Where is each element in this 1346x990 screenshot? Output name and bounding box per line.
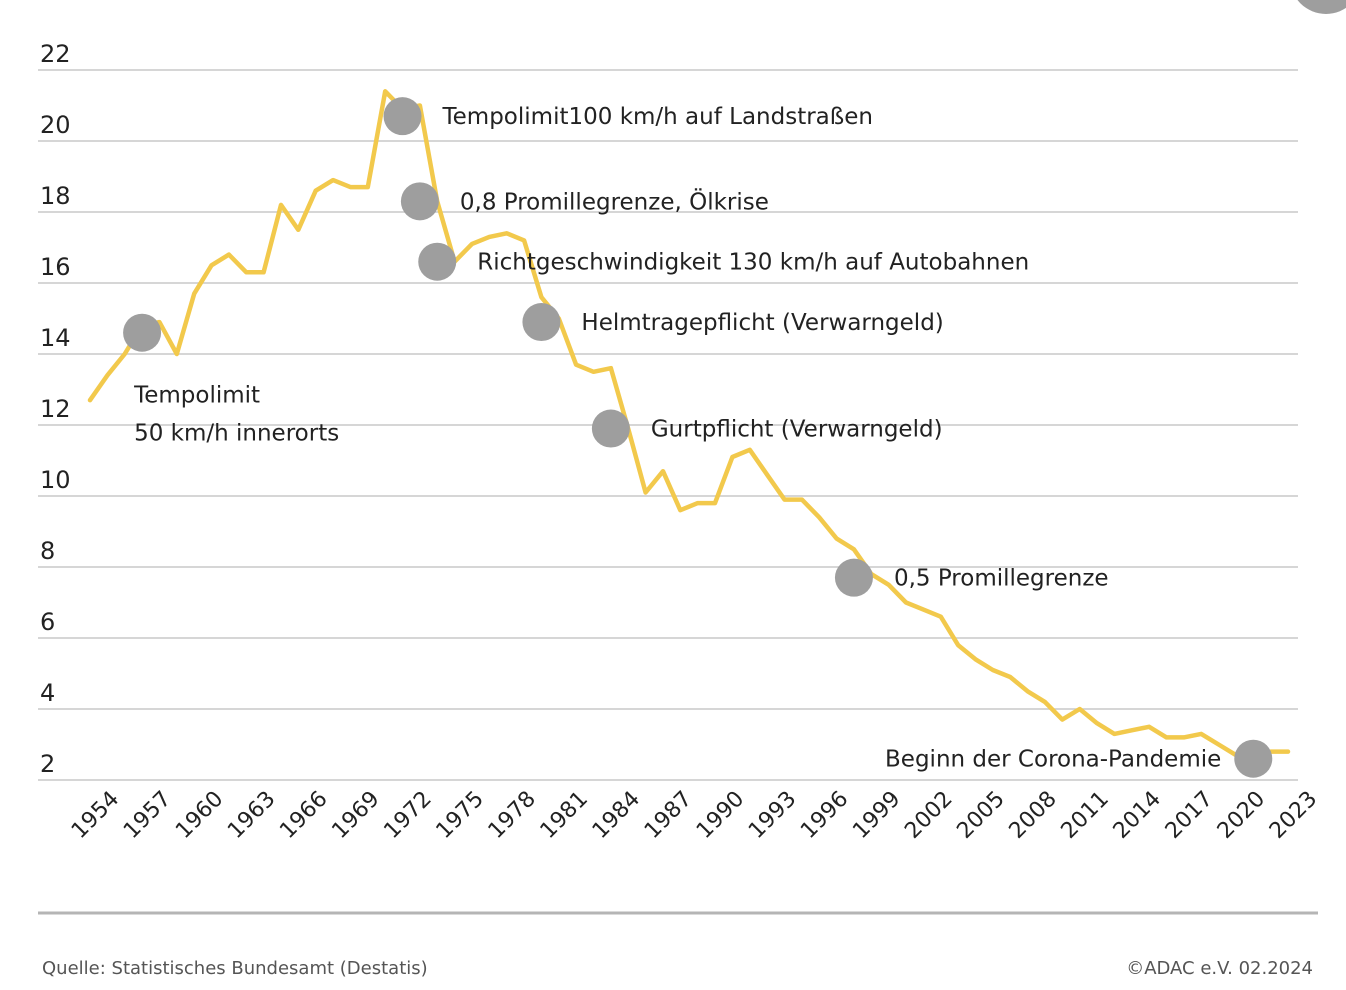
- y-tick-label: 4: [40, 679, 55, 707]
- event-label: Gurtpflicht (Verwarngeld): [651, 417, 943, 443]
- event-marker: [834, 558, 873, 597]
- x-tick-label: 1972: [379, 787, 436, 844]
- x-tick-label: 1960: [171, 787, 228, 844]
- x-tick-label: 1957: [119, 787, 176, 844]
- x-tick-label: 2014: [1109, 787, 1166, 844]
- series-line: [87, 89, 1291, 761]
- y-tick-label: 16: [40, 253, 71, 281]
- event-marker: [400, 182, 439, 221]
- event-marker: [522, 303, 561, 342]
- y-tick-label: 20: [40, 111, 71, 139]
- x-tick-label: 1984: [588, 787, 645, 844]
- event-label: Helmtragepflicht (Verwarngeld): [581, 310, 943, 336]
- x-tick-label: 2005: [952, 787, 1009, 844]
- corner-decoration: [1297, 0, 1346, 14]
- x-tick-label: 2011: [1057, 787, 1114, 844]
- x-tick-label: 2017: [1161, 787, 1218, 844]
- x-tick-label: 1999: [848, 787, 905, 844]
- x-axis: 1954195719601963196619691972197519781981…: [67, 787, 1322, 844]
- event-label: 0,5 Promillegrenze: [894, 566, 1109, 592]
- y-tick-label: 6: [40, 608, 55, 636]
- x-tick-label: 1990: [692, 787, 749, 844]
- x-tick-label: 2020: [1213, 787, 1270, 844]
- x-tick-label: 1978: [484, 787, 541, 844]
- x-tick-label: 1963: [223, 787, 280, 844]
- x-tick-label: 2023: [1265, 787, 1322, 844]
- y-tick-label: 10: [40, 466, 71, 494]
- event-label: Beginn der Corona-Pandemie: [885, 747, 1221, 773]
- gridlines: [38, 69, 1298, 781]
- event-marker: [123, 313, 162, 352]
- y-tick-label: 8: [40, 537, 55, 565]
- x-tick-label: 1966: [275, 787, 332, 844]
- event-label: 50 km/h innerorts: [134, 421, 339, 447]
- y-tick-label: 14: [40, 324, 71, 352]
- x-tick-label: 1981: [536, 787, 593, 844]
- event-marker: [418, 242, 457, 281]
- x-tick-label: 1969: [327, 787, 384, 844]
- series-line-group: [87, 89, 1291, 761]
- event-label: 0,8 Promillegrenze, Ölkrise: [460, 187, 769, 215]
- x-tick-label: 1996: [796, 787, 853, 844]
- footer-source: Quelle: Statistisches Bundesamt (Destati…: [42, 958, 428, 979]
- event-marker: [383, 97, 422, 136]
- x-tick-label: 1993: [744, 787, 801, 844]
- x-tick-label: 2002: [900, 787, 957, 844]
- event-annotations: Tempolimit 50 km/h innerorts Tempolimit100…: [133, 104, 1221, 773]
- x-tick-label: 2008: [1005, 787, 1062, 844]
- y-tick-label: 12: [40, 395, 71, 423]
- event-marker: [1234, 739, 1273, 778]
- event-marker: [591, 409, 630, 448]
- footer-copyright: ©ADAC e.V. 02.2024: [1126, 958, 1313, 979]
- y-tick-label: 22: [40, 40, 71, 68]
- y-tick-label: 18: [40, 182, 71, 210]
- event-markers: [123, 97, 1273, 778]
- event-label: Richtgeschwindigkeit 130 km/h auf Autoba…: [477, 250, 1029, 276]
- event-label: Tempolimit: [133, 383, 260, 409]
- event-label: Tempolimit100 km/h auf Landstraßen: [442, 104, 873, 130]
- x-tick-label: 1975: [432, 787, 489, 844]
- y-tick-label: 2: [40, 750, 55, 778]
- y-axis: 22 20 18 16 14 12 10 8 6 4 2: [40, 40, 71, 778]
- x-tick-label: 1987: [640, 787, 697, 844]
- x-tick-label: 1954: [67, 787, 124, 844]
